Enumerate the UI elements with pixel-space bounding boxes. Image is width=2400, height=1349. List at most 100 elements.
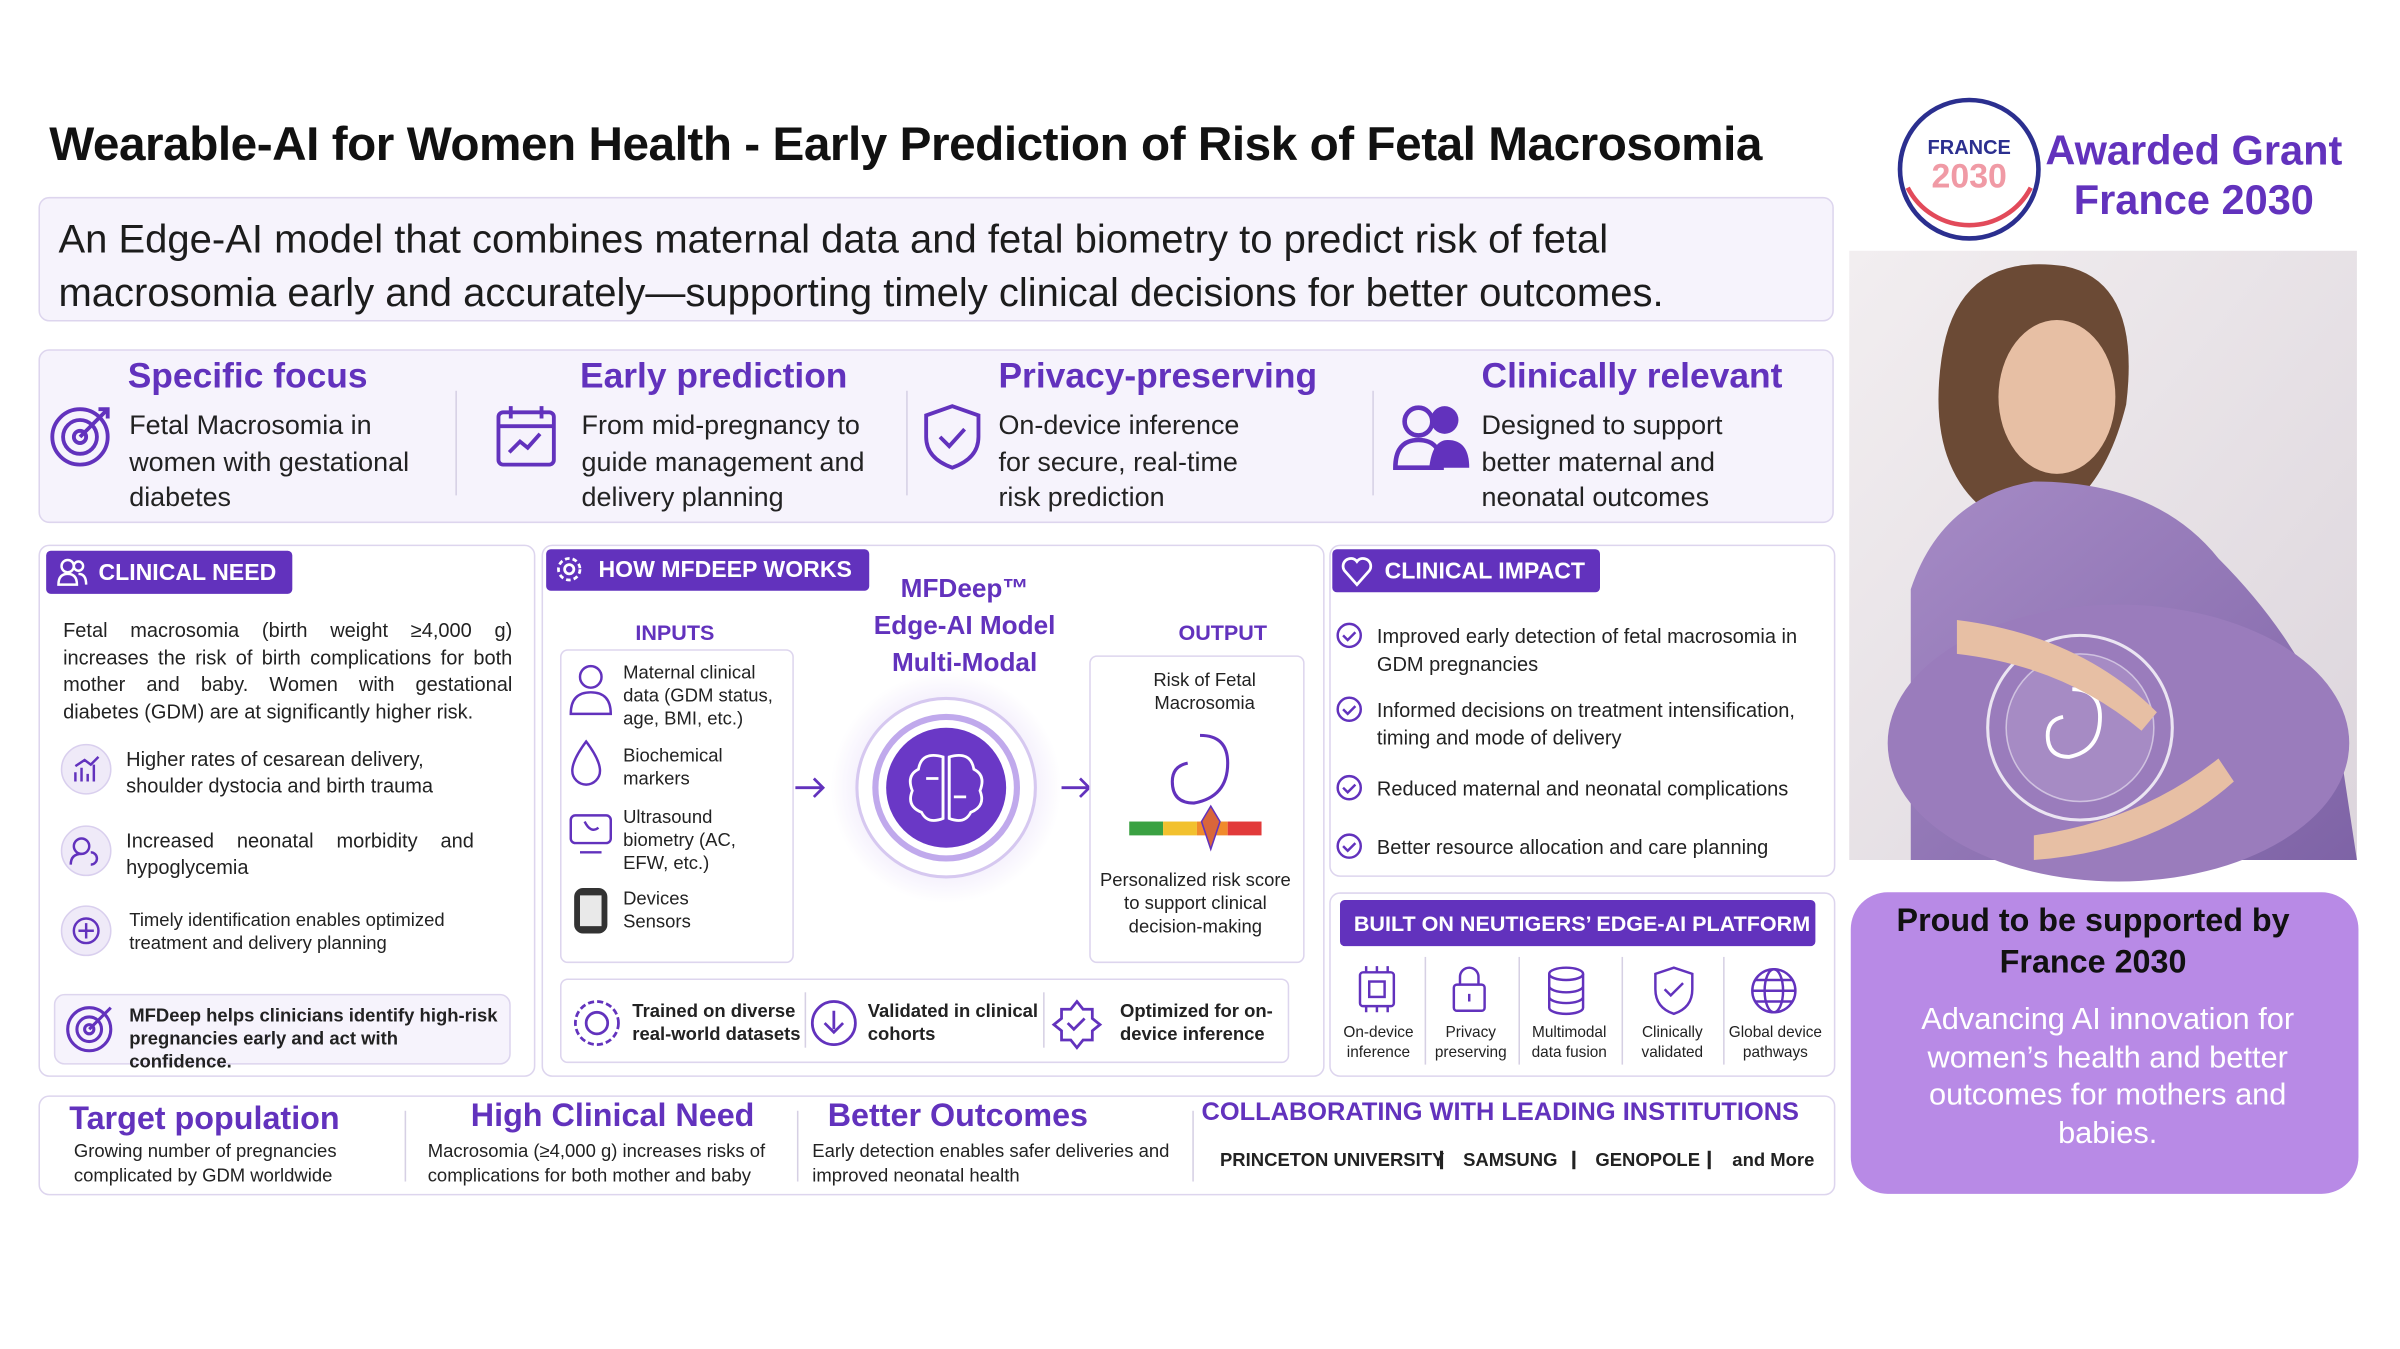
divider	[1424, 956, 1427, 1065]
divider	[1043, 992, 1045, 1048]
platform-item: Global device pathways	[1728, 1024, 1822, 1062]
divider	[906, 390, 908, 496]
feature-title: Early prediction	[579, 355, 848, 396]
impact-panel	[1329, 544, 1836, 877]
platform-item: On-device inference	[1343, 1024, 1414, 1062]
photo	[1849, 250, 2357, 882]
divider	[1192, 1110, 1194, 1182]
callout-text: MFDeep helps clinicians identify high-ri…	[129, 1004, 498, 1073]
support-text: Advancing AI innovation for women’s heal…	[1921, 1003, 2295, 1150]
feature-text: On-device inference for secure, real-tim…	[998, 409, 1240, 513]
platform-heading: BUILT ON NEUTIGERS’ EDGE-AI PLATFORM	[1339, 899, 1816, 947]
feature-text: Designed to support better maternal and …	[1481, 409, 1723, 513]
badge-text: Optimized for on-device inference	[1119, 999, 1273, 1045]
feature-title: Clinically relevant	[1481, 355, 1783, 396]
input-icons	[569, 664, 612, 934]
divider	[1723, 956, 1725, 1065]
stat-title: High Clinical Need	[470, 1098, 755, 1134]
divider	[1372, 390, 1374, 496]
impact-item: Reduced maternal and neonatal complicati…	[1376, 776, 1789, 800]
institution: SAMSUNG	[1463, 1149, 1558, 1171]
features-band	[38, 349, 1834, 524]
stat-title: Target population	[69, 1101, 340, 1137]
icon-people	[1393, 405, 1470, 470]
support-title: Proud to be supported by France 2030	[1896, 903, 2290, 980]
award-title: Awarded Grant France 2030	[2043, 126, 2345, 224]
support-box	[1850, 892, 2359, 1194]
input-item: Ultrasound biometry (AC, EFW, etc.)	[623, 806, 736, 874]
subtitle: An Edge-AI model that combines maternal …	[58, 215, 1664, 316]
divider	[1518, 956, 1520, 1065]
callout-box	[53, 993, 511, 1065]
output-box	[1089, 655, 1305, 964]
footer-band	[38, 1095, 1836, 1196]
clinical-need-heading: CLINICAL NEED	[46, 550, 293, 594]
feature-text: From mid-pregnancy to guide management a…	[581, 409, 865, 513]
input-item: Biochemical markers	[623, 744, 723, 790]
impact-item: Better resource allocation and care plan…	[1376, 835, 1769, 859]
badge-year: 2030	[1931, 156, 2007, 196]
award-badge	[1897, 97, 2041, 241]
badge-text: Validated in clinical cohorts	[867, 999, 1039, 1045]
divider	[1621, 956, 1624, 1065]
impact-heading: CLINICAL IMPACT	[1332, 549, 1600, 593]
divider	[804, 992, 807, 1048]
model-line: Edge-AI Model	[873, 610, 1056, 640]
icon-users	[57, 558, 88, 586]
feature-title: Privacy-preserving	[998, 355, 1318, 396]
output-bottom: Personalized risk score to support clini…	[1099, 869, 1291, 937]
feature-title: Specific focus	[127, 355, 368, 396]
stat-text: Macrosomia (≥4,000 g) increases risks of…	[427, 1139, 766, 1187]
stat-title: Better Outcomes	[827, 1098, 1089, 1134]
how-heading: HOW MFDEEP WORKS	[546, 549, 870, 591]
platform-icons	[1358, 966, 1797, 1016]
inputs-label: INPUTS	[635, 619, 715, 645]
icon-calendar	[496, 406, 556, 467]
icon-target-small	[66, 1006, 113, 1053]
icon-gear	[557, 557, 582, 582]
need-item: Timely identification enables optimized …	[129, 909, 445, 954]
need-item: Higher rates of cesarean delivery, shoul…	[126, 747, 434, 797]
icon-target	[50, 407, 110, 467]
icon-shield	[924, 404, 981, 470]
divider	[796, 1110, 799, 1182]
institution: PRINCETON UNIVERSITY	[1219, 1149, 1445, 1171]
model-title: MFDeep™ Edge-AI Model Multi-Modal	[842, 571, 1088, 682]
platform-item: Privacy preserving	[1434, 1024, 1507, 1062]
check-icons	[1336, 622, 1362, 859]
badge-text: Trained on diverse real-world datasets	[632, 999, 801, 1045]
impact-item: Improved early detection of fetal macros…	[1376, 624, 1798, 676]
platform-item: Multimodal data fusion	[1531, 1024, 1607, 1062]
input-item: Devices Sensors	[623, 887, 691, 933]
clinical-need-intro: Fetal macrosomia (birth weight ≥4,000 g)…	[63, 618, 513, 723]
separator	[1707, 1150, 1710, 1170]
risk-graphic	[1129, 733, 1262, 852]
badges-band	[559, 978, 1290, 1064]
icon-heart	[1341, 557, 1373, 587]
model-graphic	[795, 672, 1092, 904]
collab-heading: COLLABORATING WITH LEADING INSTITUTIONS	[1201, 1098, 1799, 1127]
output-label: OUTPUT	[1178, 619, 1268, 645]
need-icons	[60, 743, 112, 957]
feature-text: Fetal Macrosomia in women with gestation…	[129, 409, 410, 513]
impact-item: Informed decisions on treatment intensif…	[1376, 698, 1795, 750]
model-line: Multi-Modal	[891, 647, 1038, 677]
award-line: Awarded Grant	[2045, 127, 2343, 174]
input-item: Maternal clinical data (GDM status, age,…	[623, 661, 773, 730]
stat-text: Early detection enables safer deliveries…	[812, 1139, 1170, 1187]
title: Wearable-AI for Women Health - Early Pre…	[49, 116, 1762, 171]
separator	[1572, 1150, 1575, 1170]
institution: GENOPOLE	[1595, 1149, 1701, 1171]
badge-top: FRANCE	[1927, 135, 2011, 159]
output-top: Risk of Fetal Macrosomia	[1153, 669, 1256, 714]
award-line: France 2030	[2073, 176, 2314, 224]
platform-item: Clinically validated	[1641, 1024, 1704, 1062]
stat-text: Growing number of pregnancies complicate…	[73, 1139, 337, 1187]
need-item: Increased neonatal morbidity and hypogly…	[126, 829, 474, 879]
divider	[404, 1110, 407, 1182]
badge-icons	[573, 999, 1103, 1050]
clinical-need-panel	[38, 544, 536, 1077]
